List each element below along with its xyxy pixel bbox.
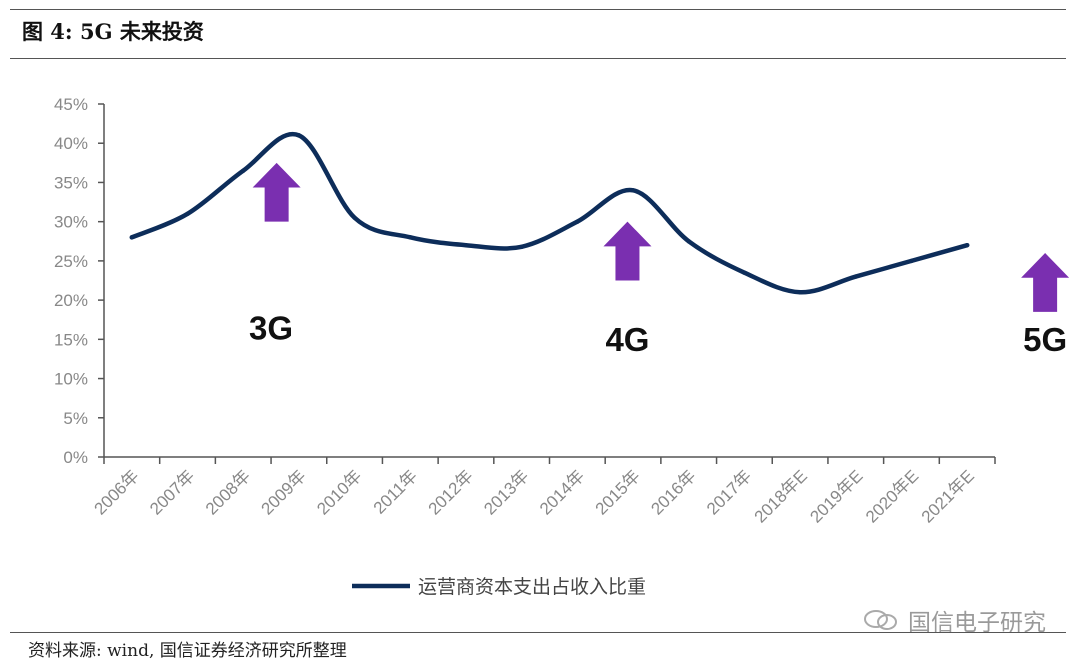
x-tick-label: 2018年E	[751, 466, 811, 526]
x-tick-label: 2010年	[313, 466, 365, 518]
x-tick-label: 2012年	[425, 466, 477, 518]
line-chart: 0%5%10%15%20%25%30%35%40%45% 2006年 2007年 2…	[54, 95, 1070, 598]
data-point	[686, 239, 691, 244]
x-axis-ticks: 2006年 2007年 2008年 2009年 2010年 2011年 2012年 2013年…	[90, 457, 996, 527]
wechat-icon	[864, 610, 897, 630]
data-point	[742, 270, 747, 275]
data-point	[519, 244, 524, 249]
watermark: 国信电子研究	[862, 603, 1046, 637]
data-points	[129, 133, 970, 295]
up-arrow-icon	[1021, 253, 1070, 312]
x-tick-label: 2019年E	[806, 466, 866, 526]
generation-label: 5G	[1023, 321, 1067, 358]
y-tick-label: 45%	[54, 95, 88, 114]
x-tick-label: 2014年	[536, 466, 588, 518]
watermark-text: 国信电子研究	[908, 610, 1046, 636]
y-tick-label: 0%	[63, 448, 88, 467]
y-tick-label: 35%	[54, 173, 88, 192]
up-arrow-icon	[252, 162, 301, 222]
y-tick-label: 10%	[54, 370, 88, 389]
generation-label: 4G	[605, 321, 649, 358]
y-tick-label: 5%	[63, 409, 88, 428]
up-arrow-icon	[603, 221, 652, 281]
data-point	[408, 235, 413, 240]
data-point	[964, 243, 970, 248]
x-tick-label: 2011年	[370, 466, 421, 517]
y-tick-label: 15%	[54, 330, 88, 349]
data-point	[575, 219, 580, 224]
y-tick-label: 25%	[54, 252, 88, 271]
data-point	[797, 290, 803, 295]
top-rule	[10, 9, 1066, 10]
x-tick-label: 2013年	[480, 466, 532, 518]
data-point	[352, 215, 357, 220]
y-tick-label: 20%	[54, 291, 88, 310]
data-point	[241, 168, 246, 173]
x-tick-label: 2007年	[146, 466, 198, 518]
title-rule	[10, 58, 1066, 59]
data-point	[185, 211, 190, 217]
x-tick-label: 2021年E	[918, 466, 978, 526]
data-point	[909, 258, 914, 264]
x-tick-label: 2009年	[258, 466, 310, 518]
x-tick-label: 2020年E	[862, 466, 922, 526]
source-note: 资料来源: wind, 国信证券经济研究所整理	[28, 641, 347, 661]
generation-label: 3G	[249, 309, 293, 346]
x-tick-label: 2008年	[202, 466, 254, 518]
series-line	[129, 131, 970, 295]
x-tick-label: 2017年	[703, 466, 755, 518]
data-point	[853, 274, 858, 279]
x-tick-label: 2006年	[90, 466, 142, 518]
x-tick-label: 2015年	[592, 466, 644, 518]
generation-annotations: 3G 4G 5G	[249, 162, 1070, 358]
bottom-rule	[10, 632, 1066, 633]
data-point	[129, 235, 135, 240]
chart-legend: 运营商资本支出占收入比重	[352, 576, 646, 598]
data-point	[630, 188, 636, 193]
y-tick-label: 30%	[54, 213, 88, 232]
figure-title: 图 4: 5G 未来投资	[22, 19, 204, 44]
legend-label: 运营商资本支出占收入比重	[418, 576, 646, 598]
data-point	[296, 133, 302, 138]
chart-axes	[103, 104, 995, 458]
y-tick-label: 40%	[54, 134, 88, 153]
x-tick-label: 2016年	[647, 466, 699, 518]
data-point	[463, 243, 469, 248]
y-axis-ticks: 0% 5% 10% 15% 20% 25% 30% 35% 40% 45%	[54, 95, 104, 467]
